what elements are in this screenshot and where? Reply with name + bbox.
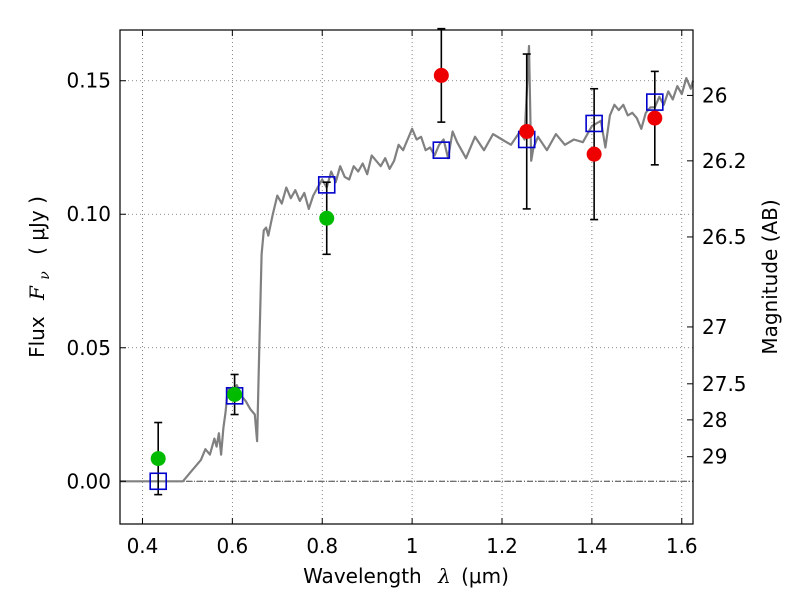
y2-tick-label: 28 [702, 408, 727, 432]
observed-point-red [433, 67, 449, 83]
x-tick-label: 1 [406, 534, 419, 558]
observed-point-red [519, 123, 535, 139]
y2-tick-label: 26.5 [702, 225, 747, 249]
model-square [317, 176, 336, 194]
model-square [149, 472, 167, 491]
sed-model-line [120, 44, 695, 483]
ticks: 0.4 0.6 0.8 1 1.2 1.4 1.6 0.00 0.05 0.10 0.15 26 26.… [66, 30, 747, 558]
observed-point-red [647, 110, 663, 126]
x-axis-title-unit: (μm) [461, 564, 509, 588]
x-tick-label: 1.4 [576, 534, 608, 558]
model-square [585, 114, 603, 133]
x-tick-label: 0.6 [216, 534, 248, 558]
x-axis-title: Wavelength λ (μm) [303, 564, 509, 588]
y2-axis-title: Magnitude (AB) [758, 199, 782, 354]
y2-tick-label: 27 [702, 315, 727, 339]
plot-frame [119, 29, 694, 525]
plot-content [120, 27, 695, 496]
model-square [432, 141, 451, 159]
model-square [645, 93, 664, 111]
y-tick-label: 0.10 [66, 202, 111, 226]
y-tick-label: 0.15 [66, 69, 111, 93]
x-tick-label: 1.2 [486, 534, 518, 558]
y2-tick-label: 27.5 [702, 372, 747, 396]
x-tick-label: 0.8 [306, 534, 338, 558]
observed-point-red [586, 146, 602, 162]
x-tick-label: 0.4 [127, 534, 159, 558]
y-axis-title-unit: ( μJy ) [25, 196, 49, 255]
observed-point-green [150, 451, 166, 467]
y2-tick-label: 26 [702, 83, 727, 107]
observed-point-green [319, 210, 335, 226]
y-axis-title-text: Flux [25, 316, 49, 358]
x-tick-label: 1.6 [666, 534, 698, 558]
x-axis-title-text: Wavelength [303, 564, 422, 588]
y2-tick-label: 26.2 [702, 149, 747, 173]
y-axis-title-math: F [25, 285, 49, 301]
y-axis-title: Flux F ν ( μJy ) [25, 196, 54, 358]
x-axis-title-math: λ [437, 564, 451, 588]
y-tick-label: 0.00 [66, 469, 111, 493]
y-axis-title-math-sub: ν [37, 271, 53, 280]
y2-tick-label: 29 [702, 445, 727, 469]
y-tick-label: 0.05 [66, 336, 111, 360]
observed-point-green [227, 386, 243, 402]
